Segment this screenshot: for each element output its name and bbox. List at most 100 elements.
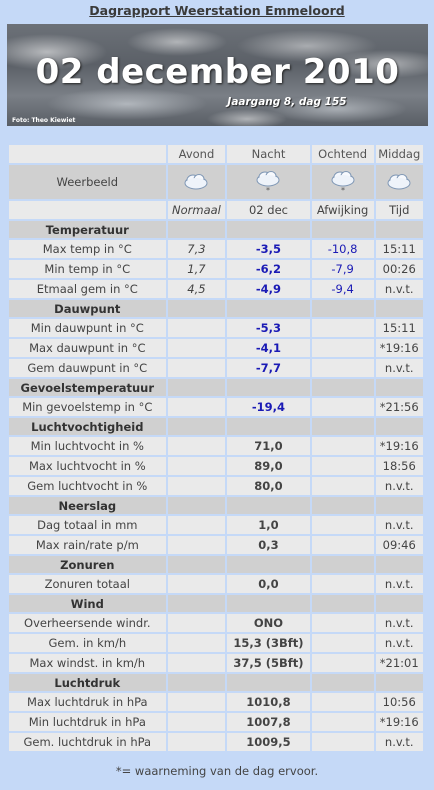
section-row: Dauwpunt	[9, 300, 423, 317]
section-row: Neerslag	[9, 497, 423, 514]
table-row: Gem. luchtdruk in hPa 1009,5 n.v.t.	[9, 733, 423, 751]
day-value: -5,3	[227, 319, 310, 337]
row-label: Gem. in km/h	[9, 634, 166, 652]
section-row: Luchtdruk	[9, 674, 423, 691]
section-row: Luchtvochtigheid	[9, 418, 423, 435]
table-row: Gem. in km/h 15,3 (3Bft) n.v.t.	[9, 634, 423, 652]
section-row: Gevoelstemperatuur	[9, 379, 423, 396]
table-row: Min dauwpunt in °C -5,3 15:11	[9, 319, 423, 337]
time-value: n.v.t.	[375, 614, 423, 632]
cloud-snow-icon: *	[331, 171, 355, 194]
row-label: Gem. luchtdruk in hPa	[9, 733, 166, 751]
col-middag: Middag	[375, 145, 423, 163]
time-value: n.v.t.	[375, 733, 423, 751]
ochtend-weather: *	[311, 165, 374, 199]
section-row: Zonuren	[9, 556, 423, 573]
day-value: 0,3	[227, 536, 310, 554]
sub-afwijking: Afwijking	[311, 201, 374, 219]
table-row: Gem luchtvocht in % 80,0 n.v.t.	[9, 477, 423, 495]
section-gevoelstemperatuur: Gevoelstemperatuur	[9, 379, 166, 396]
row-label: Min luchtdruk in hPa	[9, 713, 166, 731]
table-row: Min luchtvocht in % 71,0 *19:16	[9, 437, 423, 455]
day-value: -4,1	[227, 339, 310, 357]
nacht-weather: *	[227, 165, 310, 199]
day-value: -4,9	[227, 280, 310, 298]
section-dauwpunt: Dauwpunt	[9, 300, 166, 317]
page-title[interactable]: Dagrapport Weerstation Emmeloord	[89, 3, 345, 18]
row-label: Max luchtvocht in %	[9, 457, 166, 475]
photo-credit: Foto: Theo Kiewiet	[12, 117, 76, 124]
row-label: Max luchtdruk in hPa	[9, 693, 166, 711]
section-zonuren: Zonuren	[9, 556, 166, 573]
section-luchtvochtigheid: Luchtvochtigheid	[9, 418, 166, 435]
column-header-row: Avond Nacht Ochtend Middag	[9, 145, 423, 163]
row-label: Max temp in °C	[9, 240, 166, 258]
svg-text:*: *	[266, 186, 270, 194]
table-row: Min luchtdruk in hPa 1007,8 *19:16	[9, 713, 423, 731]
day-value: 15,3 (3Bft)	[227, 634, 310, 652]
day-value: 1007,8	[227, 713, 310, 731]
time-value: *19:16	[375, 713, 423, 731]
cloud-snow-icon: *	[256, 171, 280, 194]
row-label: Max dauwpunt in °C	[9, 339, 166, 357]
row-label: Min gevoelstemp in °C	[9, 398, 166, 416]
subheader-blank	[9, 201, 166, 219]
time-value: n.v.t.	[375, 477, 423, 495]
row-label: Etmaal gem in °C	[9, 280, 166, 298]
table-row: Min temp in °C 1,7 -6,2 -7,9 00:26	[9, 260, 423, 278]
time-value: *21:56	[375, 398, 423, 416]
time-value: n.v.t.	[375, 516, 423, 534]
normal-value: 1,7	[167, 260, 226, 278]
section-row: Temperatuur	[9, 221, 423, 238]
cloud-icon	[184, 174, 208, 190]
deviation-value: -9,4	[311, 280, 374, 298]
day-value: 0,0	[227, 575, 310, 593]
day-value: -6,2	[227, 260, 310, 278]
sub-date: 02 dec	[227, 201, 310, 219]
day-value: 89,0	[227, 457, 310, 475]
table-row: Max rain/rate p/m 0,3 09:46	[9, 536, 423, 554]
row-label: Gem luchtvocht in %	[9, 477, 166, 495]
row-label: Overheersende windr.	[9, 614, 166, 632]
col-avond: Avond	[167, 145, 226, 163]
footnote: *= waarneming van de dag ervoor.	[115, 764, 319, 778]
time-value: *21:01	[375, 654, 423, 672]
time-value: *19:16	[375, 437, 423, 455]
middag-weather	[375, 165, 423, 199]
avond-weather	[167, 165, 226, 199]
col-nacht: Nacht	[227, 145, 310, 163]
day-value: 71,0	[227, 437, 310, 455]
table-row: Etmaal gem in °C 4,5 -4,9 -9,4 n.v.t.	[9, 280, 423, 298]
col-ochtend: Ochtend	[311, 145, 374, 163]
day-value: -19,4	[227, 398, 310, 416]
table-row: Overheersende windr. ONO n.v.t.	[9, 614, 423, 632]
time-value: 15:11	[375, 240, 423, 258]
subheader-row: Normaal 02 dec Afwijking Tijd	[9, 201, 423, 219]
row-label: Max rain/rate p/m	[9, 536, 166, 554]
normal-value: 7,3	[167, 240, 226, 258]
svg-text:*: *	[341, 186, 345, 194]
row-label: Max windst. in km/h	[9, 654, 166, 672]
time-value: n.v.t.	[375, 359, 423, 377]
section-row: Wind	[9, 595, 423, 612]
header-blank	[9, 145, 166, 163]
row-label: Dag totaal in mm	[9, 516, 166, 534]
deviation-value: -10,8	[311, 240, 374, 258]
day-value: 1,0	[227, 516, 310, 534]
sub-normaal: Normaal	[167, 201, 226, 219]
banner-date: 02 december 2010	[35, 52, 400, 92]
table-row: Max temp in °C 7,3 -3,5 -10,8 15:11	[9, 240, 423, 258]
table-row: Max luchtvocht in % 89,0 18:56	[9, 457, 423, 475]
day-value: 80,0	[227, 477, 310, 495]
time-value: n.v.t.	[375, 280, 423, 298]
time-value: 18:56	[375, 457, 423, 475]
table-row: Max windst. in km/h 37,5 (5Bft) *21:01	[9, 654, 423, 672]
row-label: Min dauwpunt in °C	[9, 319, 166, 337]
day-value: 1010,8	[227, 693, 310, 711]
day-value: 37,5 (5Bft)	[227, 654, 310, 672]
banner-subtitle: Jaargang 8, dag 155	[227, 96, 347, 108]
table-row: Zonuren totaal 0,0 n.v.t.	[9, 575, 423, 593]
table-row: Gem dauwpunt in °C -7,7 n.v.t.	[9, 359, 423, 377]
time-value: 00:26	[375, 260, 423, 278]
time-value: 10:56	[375, 693, 423, 711]
